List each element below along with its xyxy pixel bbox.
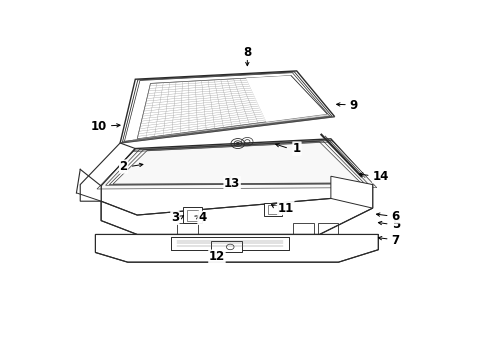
Polygon shape (101, 185, 372, 234)
Polygon shape (246, 76, 327, 122)
Text: 6: 6 (392, 210, 400, 223)
Bar (177, 223, 198, 234)
Polygon shape (137, 76, 327, 139)
Text: 2: 2 (120, 160, 128, 173)
Text: 7: 7 (392, 234, 400, 247)
Bar (187, 210, 198, 221)
Polygon shape (331, 176, 372, 208)
Bar (293, 223, 314, 234)
Polygon shape (97, 142, 377, 189)
Text: 11: 11 (278, 202, 294, 215)
Text: 5: 5 (392, 218, 400, 231)
Bar (183, 207, 202, 223)
Bar (318, 223, 339, 234)
Text: 14: 14 (372, 170, 389, 183)
Text: 8: 8 (243, 46, 251, 59)
Text: 4: 4 (198, 211, 206, 224)
Circle shape (236, 143, 239, 145)
Bar (211, 241, 242, 252)
Text: 9: 9 (350, 99, 358, 112)
Text: 13: 13 (224, 177, 240, 190)
Polygon shape (172, 237, 289, 250)
Bar (265, 203, 281, 216)
Text: 3: 3 (171, 211, 179, 224)
Text: 1: 1 (293, 142, 301, 155)
Bar (268, 205, 278, 214)
Polygon shape (96, 234, 378, 262)
Text: 10: 10 (91, 120, 107, 133)
Text: 12: 12 (209, 250, 225, 263)
